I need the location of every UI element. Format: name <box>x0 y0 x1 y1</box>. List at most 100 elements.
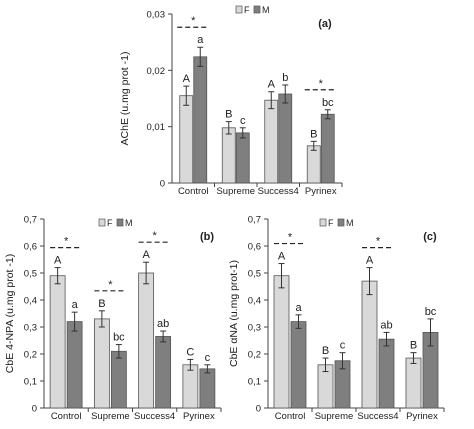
y-tick-label: 0,01 <box>147 122 166 133</box>
legend-label: M <box>346 218 354 228</box>
bar-F-supreme <box>93 318 110 409</box>
significance-letter: a <box>295 302 302 314</box>
significance-asterisk: * <box>152 230 157 242</box>
y-tick-label: 0,1 <box>24 377 37 388</box>
significance-asterisk: * <box>64 236 69 248</box>
significance-letter: B <box>322 345 329 357</box>
significance-letter: c <box>205 352 211 364</box>
significance-letter: bc <box>113 332 125 344</box>
y-tick-label: 0,02 <box>147 66 166 77</box>
significance-letter: a <box>72 299 79 311</box>
y-axis-label: CbE αNA (u.mg prot-1) <box>228 260 240 367</box>
significance-letter: b <box>282 72 288 84</box>
legend-label: M <box>262 5 270 15</box>
x-tick-label: Pyrinex <box>305 186 337 197</box>
bar-F-pyrinex <box>405 357 422 409</box>
y-tick-label: 0,5 <box>248 269 261 280</box>
bar-M-supreme <box>235 132 250 184</box>
significance-letter: a <box>197 34 204 46</box>
panel-label: (a) <box>318 18 332 30</box>
bar-M-pyrinex <box>320 113 335 184</box>
significance-letter: bc <box>322 97 334 109</box>
significance-asterisk: * <box>288 232 293 244</box>
bar-F-success4 <box>361 280 378 409</box>
bar-M-control <box>193 56 208 184</box>
significance-letter: A <box>366 255 374 267</box>
significance-asterisk: * <box>376 236 381 248</box>
significance-letter: ab <box>380 319 392 331</box>
y-tick-label: 0,4 <box>248 296 261 307</box>
x-tick-label: Pyrinex <box>183 411 215 422</box>
legend-swatch-M <box>337 218 345 227</box>
legend-swatch-F <box>235 5 243 14</box>
legend-label: F <box>244 5 250 15</box>
chart-panel-b: 0 0,1 0,2 0,3 0,4 0,5 0,6 0,7 CbE 4-NPA (u.mg pr… <box>4 215 222 422</box>
y-tick-label: 0,2 <box>24 350 37 361</box>
significance-letter: ab <box>157 318 169 330</box>
y-tick-label: 0,3 <box>248 323 261 334</box>
x-tick-label: Control <box>275 411 306 422</box>
x-tick-label: Pyrinex <box>406 411 438 422</box>
significance-letter: A <box>142 249 150 261</box>
x-tick-label: Success4 <box>357 411 398 422</box>
bar-F-control <box>273 275 290 409</box>
bar-F-pyrinex <box>306 145 321 184</box>
legend-label: F <box>328 218 334 228</box>
y-tick-label: 0 <box>160 179 165 190</box>
bar-F-control <box>179 95 194 184</box>
legend-swatch-F <box>319 218 327 227</box>
panel-label: (b) <box>200 231 214 243</box>
significance-letter: c <box>240 115 246 127</box>
significance-letter: A <box>54 255 62 267</box>
bar-M-success4 <box>378 338 395 409</box>
bar-F-control <box>49 275 66 409</box>
x-tick-label: Supreme <box>216 186 255 197</box>
x-tick-label: Control <box>178 186 209 197</box>
bar-M-control <box>66 321 83 409</box>
y-tick-label: 0,1 <box>248 377 261 388</box>
significance-letter: C <box>186 346 194 358</box>
legend-swatch-M <box>253 5 261 14</box>
significance-asterisk: * <box>108 279 113 291</box>
significance-letter: B <box>225 109 232 121</box>
significance-asterisk: * <box>319 78 324 90</box>
significance-letter: A <box>278 251 286 263</box>
significance-letter: B <box>98 298 105 310</box>
bar-M-supreme <box>110 350 127 409</box>
bar-M-pyrinex <box>199 368 216 409</box>
y-tick-label: 0,6 <box>24 242 37 253</box>
x-tick-label: Success4 <box>258 186 299 197</box>
chart-panel-a: 0 0,01 0,02 0,03 AChE (u.mg prot -1) Control A… <box>119 5 343 197</box>
legend-label: M <box>125 218 133 228</box>
panel-label: (c) <box>423 231 437 243</box>
bar-F-supreme <box>221 127 236 184</box>
significance-letter: A <box>183 73 191 85</box>
x-tick-label: Success4 <box>134 411 175 422</box>
y-tick-label: 0,7 <box>248 215 261 226</box>
y-tick-label: 0,3 <box>24 323 37 334</box>
bar-M-success4 <box>278 93 293 184</box>
legend-label: F <box>107 218 113 228</box>
significance-letter: A <box>268 79 276 91</box>
y-tick-label: 0,03 <box>147 10 166 21</box>
legend-swatch-M <box>116 218 124 227</box>
bar-F-success4 <box>264 99 279 184</box>
x-tick-label: Supreme <box>315 411 354 422</box>
y-axis-label: CbE 4-NPA (u.mg prot -1) <box>4 254 16 373</box>
significance-letter: B <box>310 128 317 140</box>
y-tick-label: 0 <box>256 404 261 415</box>
bar-F-success4 <box>138 272 155 409</box>
x-tick-label: Control <box>51 411 82 422</box>
significance-letter: c <box>340 340 346 352</box>
significance-asterisk: * <box>191 15 196 27</box>
chart-panel-c: 0 0,1 0,2 0,3 0,4 0,5 0,6 0,7 CbE αNA (u.mg prot… <box>228 215 445 422</box>
significance-letter: bc <box>425 306 437 318</box>
y-tick-label: 0,6 <box>248 242 261 253</box>
y-tick-label: 0,7 <box>24 215 37 226</box>
y-tick-label: 0,2 <box>248 350 261 361</box>
bar-M-success4 <box>155 336 172 409</box>
y-tick-label: 0,5 <box>24 269 37 280</box>
y-tick-label: 0,4 <box>24 296 37 307</box>
bar-F-pyrinex <box>182 364 199 409</box>
